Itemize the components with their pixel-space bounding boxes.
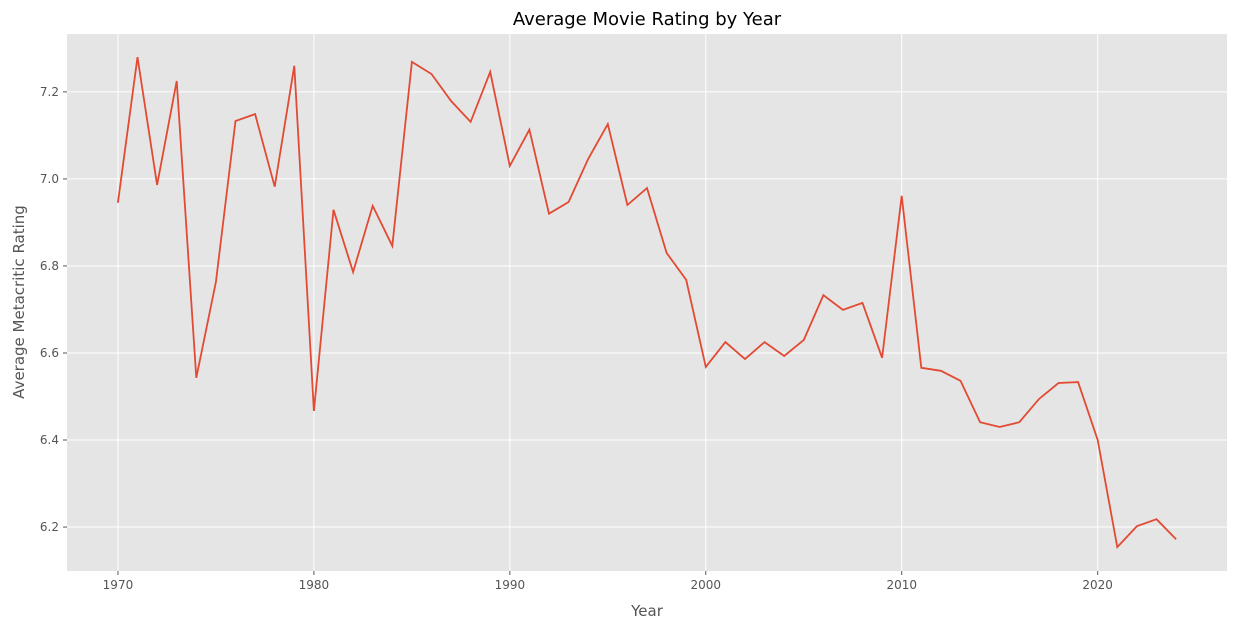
ticks: 1970 1980 1990 2000 2010 2020 6.2 6.4 6.6 6.8 7.0 7… <box>40 85 1113 592</box>
grid <box>67 34 1227 571</box>
x-axis-label: Year <box>630 602 664 620</box>
y-axis-label: Average Metacritic Rating <box>10 205 28 399</box>
x-tick-label: 1990 <box>495 578 526 592</box>
x-tick-label: 2000 <box>691 578 722 592</box>
x-tick-label: 2020 <box>1082 578 1113 592</box>
series-line <box>117 56 1177 550</box>
plot-background <box>67 34 1227 571</box>
y-tick-label: 6.2 <box>40 520 59 534</box>
y-tick-label: 6.4 <box>40 433 59 447</box>
x-tick-label: 1970 <box>103 578 134 592</box>
x-tick-label: 1980 <box>299 578 330 592</box>
y-tick-label: 7.0 <box>40 172 59 186</box>
x-tick-label: 2010 <box>886 578 917 592</box>
y-tick-label: 6.6 <box>40 346 59 360</box>
y-tick-label: 7.2 <box>40 85 59 99</box>
y-tick-label: 6.8 <box>40 259 59 273</box>
chart-title: Average Movie Rating by Year <box>513 9 782 30</box>
